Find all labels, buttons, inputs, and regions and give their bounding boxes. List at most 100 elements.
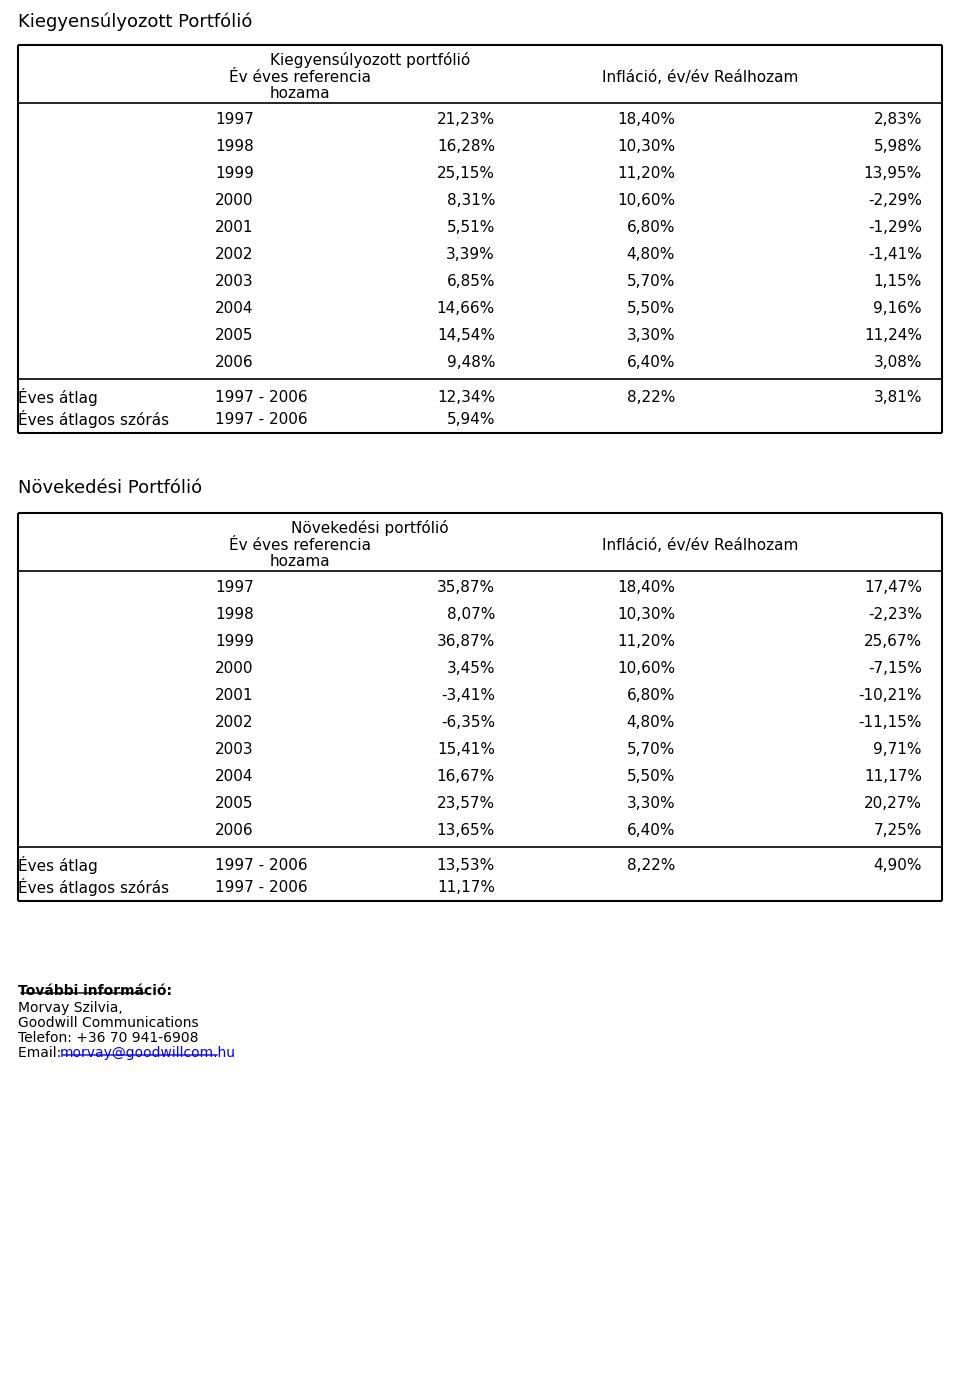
Text: 1997: 1997	[215, 112, 253, 127]
Text: 2005: 2005	[215, 328, 253, 343]
Text: 11,17%: 11,17%	[864, 769, 922, 784]
Text: Növekedési Portfólió: Növekedési Portfólió	[18, 479, 203, 496]
Text: 1,15%: 1,15%	[874, 274, 922, 289]
Text: 5,98%: 5,98%	[874, 140, 922, 154]
Text: 14,54%: 14,54%	[437, 328, 495, 343]
Text: 5,94%: 5,94%	[446, 412, 495, 426]
Text: 12,34%: 12,34%	[437, 390, 495, 404]
Text: 2001: 2001	[215, 687, 253, 703]
Text: -1,29%: -1,29%	[868, 220, 922, 235]
Text: 3,08%: 3,08%	[874, 355, 922, 371]
Text: -11,15%: -11,15%	[858, 715, 922, 730]
Text: -2,23%: -2,23%	[868, 607, 922, 622]
Text: 6,40%: 6,40%	[627, 823, 675, 838]
Text: 1997 - 2006: 1997 - 2006	[215, 412, 307, 426]
Text: -10,21%: -10,21%	[858, 687, 922, 703]
Text: 23,57%: 23,57%	[437, 797, 495, 810]
Text: Éves átlagos szórás: Éves átlagos szórás	[18, 878, 169, 896]
Text: 2002: 2002	[215, 248, 253, 261]
Text: 10,30%: 10,30%	[617, 607, 675, 622]
Text: 1997 - 2006: 1997 - 2006	[215, 857, 307, 873]
Text: 11,24%: 11,24%	[864, 328, 922, 343]
Text: 2005: 2005	[215, 797, 253, 810]
Text: 11,20%: 11,20%	[617, 166, 675, 181]
Text: 6,85%: 6,85%	[446, 274, 495, 289]
Text: Éves átlag: Éves átlag	[18, 389, 98, 407]
Text: 3,30%: 3,30%	[626, 328, 675, 343]
Text: 13,53%: 13,53%	[437, 857, 495, 873]
Text: 21,23%: 21,23%	[437, 112, 495, 127]
Text: 9,48%: 9,48%	[446, 355, 495, 371]
Text: 2004: 2004	[215, 769, 253, 784]
Text: -3,41%: -3,41%	[441, 687, 495, 703]
Text: 2002: 2002	[215, 715, 253, 730]
Text: 6,80%: 6,80%	[627, 687, 675, 703]
Text: 2004: 2004	[215, 301, 253, 315]
Text: 2006: 2006	[215, 823, 253, 838]
Text: -1,41%: -1,41%	[868, 248, 922, 261]
Text: 17,47%: 17,47%	[864, 579, 922, 595]
Text: 5,70%: 5,70%	[627, 274, 675, 289]
Text: 5,50%: 5,50%	[627, 301, 675, 315]
Text: 18,40%: 18,40%	[617, 112, 675, 127]
Text: 25,15%: 25,15%	[437, 166, 495, 181]
Text: morvay@goodwillcom.hu: morvay@goodwillcom.hu	[60, 1046, 236, 1059]
Text: Kiegyensúlyozott Portfólió: Kiegyensúlyozott Portfólió	[18, 12, 252, 32]
Text: 1999: 1999	[215, 633, 253, 649]
Text: Telefon: +36 70 941-6908: Telefon: +36 70 941-6908	[18, 1030, 199, 1046]
Text: 1998: 1998	[215, 140, 253, 154]
Text: 16,28%: 16,28%	[437, 140, 495, 154]
Text: 9,16%: 9,16%	[874, 301, 922, 315]
Text: 8,22%: 8,22%	[627, 390, 675, 404]
Text: 18,40%: 18,40%	[617, 579, 675, 595]
Text: 3,45%: 3,45%	[446, 661, 495, 676]
Text: További információ:: További információ:	[18, 983, 172, 999]
Text: 13,65%: 13,65%	[437, 823, 495, 838]
Text: -7,15%: -7,15%	[868, 661, 922, 676]
Text: Év éves referencia: Év éves referencia	[229, 69, 371, 84]
Text: 35,87%: 35,87%	[437, 579, 495, 595]
Text: 5,51%: 5,51%	[446, 220, 495, 235]
Text: 2,83%: 2,83%	[874, 112, 922, 127]
Text: Infláció, év/év Reálhozam: Infláció, év/év Reálhozam	[602, 69, 798, 84]
Text: 10,30%: 10,30%	[617, 140, 675, 154]
Text: 14,66%: 14,66%	[437, 301, 495, 315]
Text: 8,07%: 8,07%	[446, 607, 495, 622]
Text: 9,71%: 9,71%	[874, 743, 922, 757]
Text: Év éves referencia: Év éves referencia	[229, 538, 371, 552]
Text: Növekedési portfólió: Növekedési portfólió	[291, 520, 449, 537]
Text: 25,67%: 25,67%	[864, 633, 922, 649]
Text: 2000: 2000	[215, 661, 253, 676]
Text: 20,27%: 20,27%	[864, 797, 922, 810]
Text: Éves átlag: Éves átlag	[18, 856, 98, 874]
Text: 11,20%: 11,20%	[617, 633, 675, 649]
Text: 2006: 2006	[215, 355, 253, 371]
Text: 5,50%: 5,50%	[627, 769, 675, 784]
Text: hozama: hozama	[270, 553, 330, 568]
Text: 10,60%: 10,60%	[617, 194, 675, 207]
Text: 5,70%: 5,70%	[627, 743, 675, 757]
Text: 6,80%: 6,80%	[627, 220, 675, 235]
Text: hozama: hozama	[270, 86, 330, 101]
Text: 8,22%: 8,22%	[627, 857, 675, 873]
Text: 36,87%: 36,87%	[437, 633, 495, 649]
Text: 1997: 1997	[215, 579, 253, 595]
Text: 2000: 2000	[215, 194, 253, 207]
Text: 13,95%: 13,95%	[864, 166, 922, 181]
Text: Morvay Szilvia,: Morvay Szilvia,	[18, 1001, 123, 1015]
Text: 16,67%: 16,67%	[437, 769, 495, 784]
Text: 4,80%: 4,80%	[627, 715, 675, 730]
Text: 3,39%: 3,39%	[446, 248, 495, 261]
Text: 4,90%: 4,90%	[874, 857, 922, 873]
Text: 11,17%: 11,17%	[437, 880, 495, 895]
Text: 8,31%: 8,31%	[446, 194, 495, 207]
Text: 1998: 1998	[215, 607, 253, 622]
Text: 6,40%: 6,40%	[627, 355, 675, 371]
Text: 1999: 1999	[215, 166, 253, 181]
Text: 2003: 2003	[215, 743, 253, 757]
Text: 4,80%: 4,80%	[627, 248, 675, 261]
Text: Goodwill Communications: Goodwill Communications	[18, 1017, 199, 1030]
Text: 3,30%: 3,30%	[626, 797, 675, 810]
Text: Kiegyensúlyozott portfólió: Kiegyensúlyozott portfólió	[270, 53, 470, 68]
Text: Éves átlagos szórás: Éves átlagos szórás	[18, 409, 169, 427]
